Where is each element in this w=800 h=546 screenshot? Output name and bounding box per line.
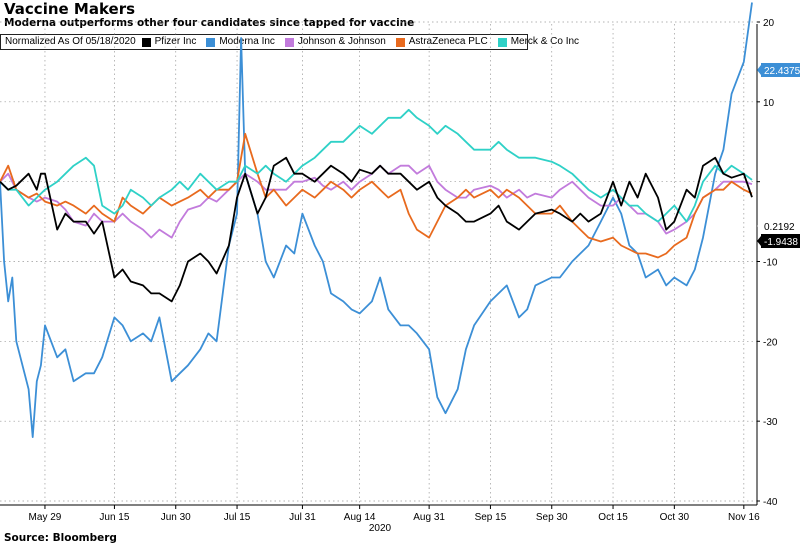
legend-item: Moderna Inc	[206, 34, 285, 50]
x-tick-label: Oct 15	[598, 512, 628, 523]
legend-swatch	[497, 37, 507, 47]
legend-items: Pfizer Inc Moderna Inc Johnson & Johnson As…	[141, 34, 589, 50]
legend-swatch	[395, 37, 405, 47]
x-tick-label: Jun 15	[99, 512, 129, 523]
last-value-box	[761, 234, 800, 248]
last-value-box	[761, 63, 800, 77]
chart-title: Vaccine Makers	[4, 0, 136, 18]
last-value-box	[761, 219, 800, 233]
legend-item: Pfizer Inc	[141, 34, 207, 50]
y-tick-label: -10	[763, 258, 778, 269]
last-value-text: 0.2192	[764, 222, 795, 233]
x-tick-label: May 29	[29, 512, 62, 523]
last-value-labels: 22.4375 0.2192 -1.9438	[757, 63, 800, 248]
last-value-text: 22.4375	[764, 66, 800, 77]
chart-subtitle: Moderna outperforms other four candidate…	[4, 17, 415, 29]
x-tick-label: Aug 14	[344, 512, 376, 523]
x-axis-label: 2020	[369, 523, 392, 534]
legend-item: AstraZeneca PLC	[395, 34, 498, 50]
x-tick-label: Sep 30	[536, 512, 568, 523]
x-tick-label: Jul 31	[289, 512, 316, 523]
grid	[0, 21, 757, 505]
legend-label: AstraZeneca PLC	[408, 36, 488, 47]
x-tick-label: Sep 15	[475, 512, 507, 523]
axis-layer: 20 10 -10 -20 -30 -40 May 29 Jun 15 Jun 30 Jul 15…	[0, 18, 778, 534]
legend-item: Johnson & Johnson	[284, 34, 396, 50]
y-tick-label: 10	[763, 98, 775, 109]
y-tick-label: -40	[763, 497, 778, 508]
y-tick-label: 20	[763, 18, 775, 29]
x-tick-label: Jun 30	[161, 512, 191, 523]
y-tick-label: -20	[763, 337, 778, 348]
legend: Normalized As Of 05/18/2020 Pfizer Inc Mo…	[0, 34, 579, 50]
legend-label: Johnson & Johnson	[297, 36, 386, 47]
legend-label: Merck & Co Inc	[510, 36, 580, 47]
last-value-pointer	[757, 236, 761, 246]
series-layer	[0, 2, 753, 438]
x-tick-label: Oct 30	[660, 512, 690, 523]
last-value-label: -1.9438	[757, 234, 800, 248]
series-line-merck-co-inc	[0, 108, 753, 223]
x-tick-label: Nov 16	[728, 512, 760, 523]
series-line-moderna-inc	[0, 2, 753, 438]
legend-item: Merck & Co Inc	[497, 34, 589, 50]
source-note: Source: Bloomberg	[4, 532, 117, 544]
x-tick-label: Aug 31	[413, 512, 445, 523]
legend-label: Pfizer Inc	[154, 36, 197, 47]
last-value-label: 0.2192	[757, 219, 800, 233]
legend-swatch	[206, 37, 216, 47]
y-tick-label: -30	[763, 417, 778, 428]
legend-label: Moderna Inc	[219, 36, 275, 47]
series-line-pfizer-inc	[0, 156, 753, 303]
series-line-johnson-johnson	[0, 164, 753, 239]
last-value-label: 22.4375	[757, 63, 800, 77]
legend-header: Normalized As Of 05/18/2020	[5, 36, 136, 47]
last-value-pointer	[757, 65, 761, 75]
legend-swatch	[141, 37, 151, 47]
legend-swatch	[284, 37, 294, 47]
series-line-astrazeneca-plc	[0, 132, 753, 259]
x-tick-label: Jul 15	[224, 512, 251, 523]
last-value-text: -1.9438	[764, 237, 798, 248]
last-value-pointer	[757, 221, 761, 231]
